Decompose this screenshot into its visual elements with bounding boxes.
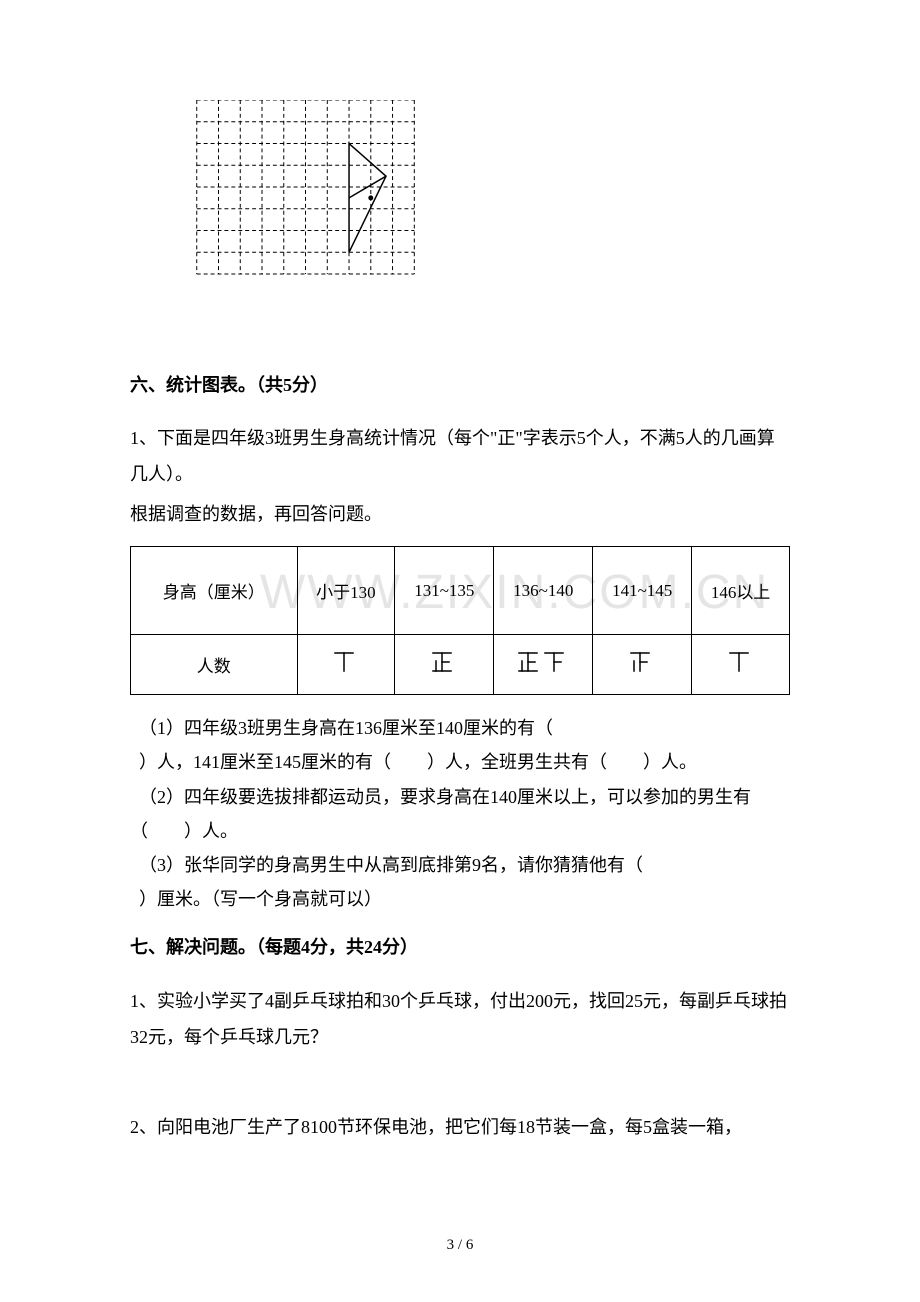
section6-q3b: ）厘米。（写一个身高就可以） bbox=[130, 882, 790, 916]
grid-figure bbox=[130, 100, 485, 278]
table-cell bbox=[692, 635, 790, 695]
section6-heading: 六、统计图表。（共5分） bbox=[130, 368, 790, 402]
table-cell: 身高（厘米） bbox=[131, 547, 298, 635]
table-cell bbox=[593, 635, 692, 695]
table-cell: 131~135 bbox=[395, 547, 494, 635]
tally-mark bbox=[728, 650, 754, 679]
table-cell: 人数 bbox=[131, 635, 298, 695]
table-cell: 146以上 bbox=[692, 547, 790, 635]
section6-intro2: 根据调查的数据，再回答问题。 bbox=[130, 496, 790, 532]
height-table: 身高（厘米） 小于130 131~135 136~140 141~145 146… bbox=[130, 546, 790, 695]
section6-q2: （2）四年级要选拔排都运动员，要求身高在140厘米以上，可以参加的男生有（ ）人… bbox=[130, 780, 790, 848]
tally-mark bbox=[629, 650, 655, 679]
table-cell: 小于130 bbox=[297, 547, 395, 635]
table-cell bbox=[494, 635, 593, 695]
table-cell bbox=[297, 635, 395, 695]
table-cell bbox=[395, 635, 494, 695]
table-cell: 136~140 bbox=[494, 547, 593, 635]
section6-intro1: 1、下面是四年级3班男生身高统计情况（每个"正"字表示5个人，不满5人的几画算几… bbox=[130, 420, 790, 492]
table-row: 人数 bbox=[131, 635, 790, 695]
table-row: 身高（厘米） 小于130 131~135 136~140 141~145 146… bbox=[131, 547, 790, 635]
tally-mark bbox=[333, 650, 359, 679]
section6-q1: （1）四年级3班男生身高在136厘米至140厘米的有（ bbox=[130, 711, 790, 745]
section7-q2: 2、向阳电池厂生产了8100节环保电池，把它们每18节装一盒，每5盒装一箱， bbox=[130, 1109, 790, 1145]
table-cell: 141~145 bbox=[593, 547, 692, 635]
section7-heading: 七、解决问题。（每题4分，共24分） bbox=[130, 930, 790, 964]
tally-mark bbox=[517, 650, 569, 679]
tally-mark bbox=[431, 650, 457, 679]
section6-q3: （3）张华同学的身高男生中从高到底排第9名，请你猜猜他有（ bbox=[130, 848, 790, 882]
section7-q1: 1、实验小学买了4副乒乓球拍和30个乒乓球，付出200元，找回25元，每副乒乓球… bbox=[130, 983, 790, 1055]
section6-q1b: ）人，141厘米至145厘米的有（ ）人，全班男生共有（ ）人。 bbox=[130, 745, 790, 779]
page-number: 3 / 6 bbox=[0, 1237, 920, 1254]
grid-svg bbox=[130, 100, 485, 278]
